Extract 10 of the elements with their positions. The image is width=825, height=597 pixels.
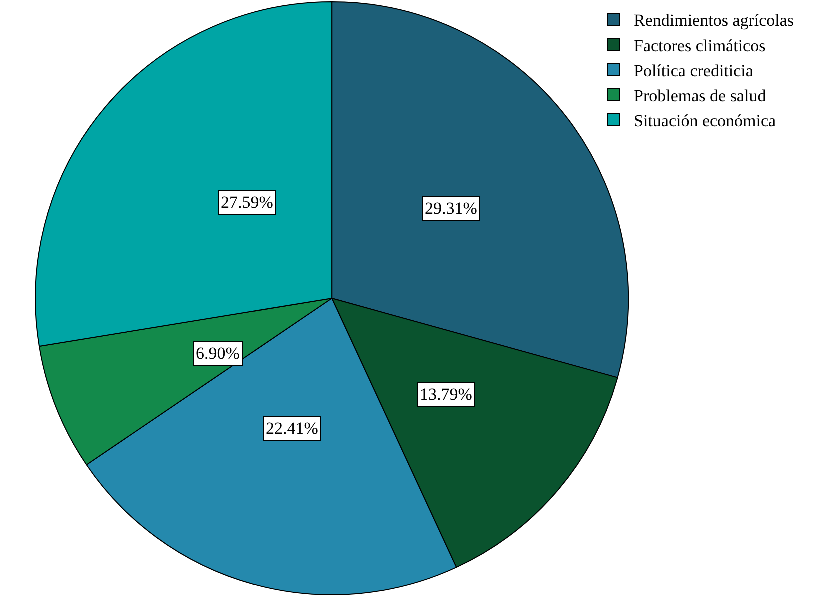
data-label: 13.79% [420,385,472,404]
data-label: 6.90% [196,344,240,363]
data-label: 22.41% [266,419,318,438]
data-label: 27.59% [221,193,274,212]
legend-label: Situación económica [634,112,777,131]
legend-label: Factores climáticos [634,36,766,56]
legend-label: Problemas de salud [634,86,767,106]
legend-label: Rendimientos agrícolas [634,11,794,30]
legend-label: Política crediticia [634,61,754,80]
data-label: 29.31% [425,199,478,218]
